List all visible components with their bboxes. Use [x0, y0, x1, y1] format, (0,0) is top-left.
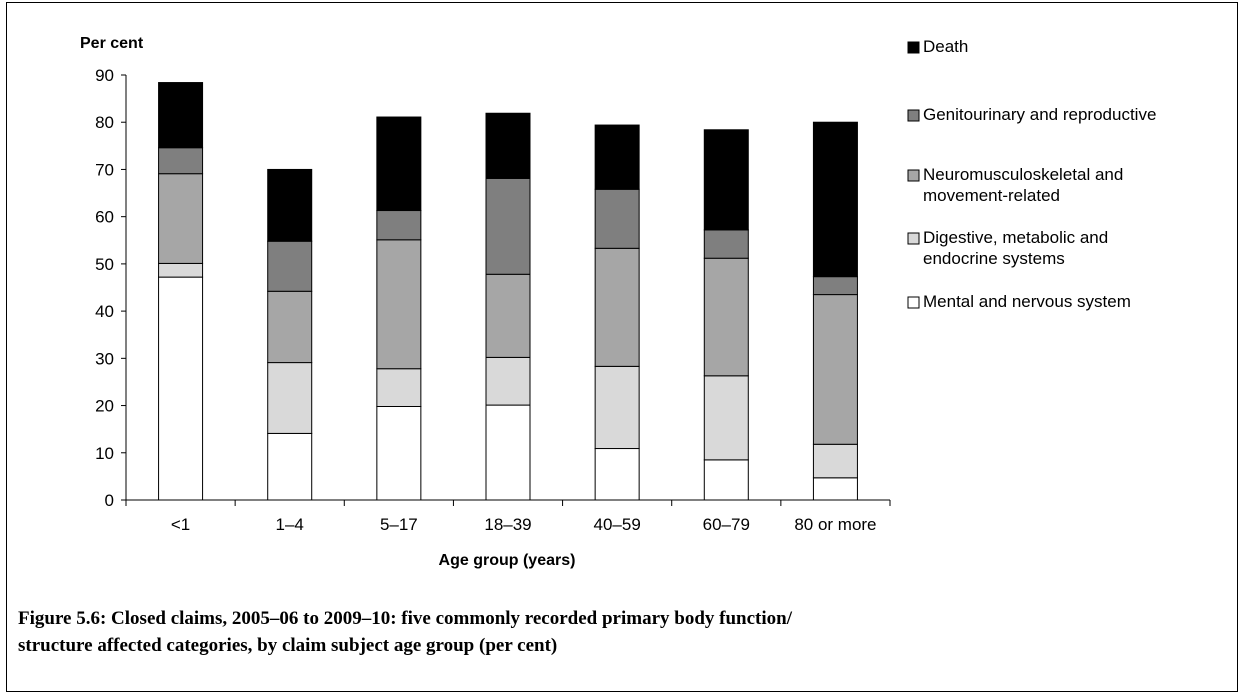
bar-segment — [485, 112, 531, 179]
bar-segment — [594, 188, 640, 249]
bar-segment — [376, 368, 422, 408]
bar-segment — [703, 375, 749, 461]
legend-label: Mental and nervous system — [923, 292, 1131, 311]
y-tick-label: 20 — [95, 397, 114, 416]
figure-caption: Figure 5.6: Closed claims, 2005–06 to 20… — [18, 605, 1168, 659]
bar-segment — [485, 356, 531, 406]
bar-segment — [376, 239, 422, 370]
y-tick-label: 0 — [105, 491, 114, 510]
y-tick-label: 40 — [95, 302, 114, 321]
legend-swatch — [907, 41, 920, 54]
bar-segment — [703, 257, 749, 377]
legend-swatch — [907, 169, 920, 182]
y-tick-label: 80 — [95, 113, 114, 132]
bar-segment — [158, 147, 204, 175]
caption-line-1: Figure 5.6: Closed claims, 2005–06 to 20… — [18, 608, 793, 629]
bar-segment — [485, 273, 531, 358]
bar-segment — [594, 247, 640, 367]
legend-swatch — [907, 109, 920, 122]
bar-segment — [267, 362, 313, 434]
legend-swatch — [907, 232, 920, 245]
bar-segment — [703, 129, 749, 231]
bar-segment — [703, 459, 749, 501]
legend-swatch — [907, 296, 920, 309]
bar-segment — [376, 210, 422, 241]
y-tick-label: 50 — [95, 255, 114, 274]
y-tick-label: 70 — [95, 160, 114, 179]
bar-segment — [376, 116, 422, 212]
x-tick-label: 1–4 — [276, 515, 304, 534]
bar-segment — [812, 276, 858, 296]
y-tick-label: 10 — [95, 444, 114, 463]
bar-segment — [267, 432, 313, 501]
bar-segment — [485, 404, 531, 501]
y-tick-label: 30 — [95, 349, 114, 368]
legend-label: Digestive, metabolic and endocrine system… — [923, 228, 1108, 268]
bar-segment — [267, 240, 313, 292]
x-axis-title: Age group (years) — [439, 552, 576, 569]
x-tick-label: <1 — [171, 515, 190, 534]
bar-segment — [267, 290, 313, 364]
bar-segment — [485, 177, 531, 275]
bar-segment — [158, 276, 204, 501]
y-tick-label: 60 — [95, 208, 114, 227]
y-tick-label: 90 — [95, 66, 114, 85]
bar-segment — [376, 406, 422, 501]
y-axis-title: Per cent — [80, 35, 144, 52]
bar-segment — [594, 448, 640, 501]
legend-label: Death — [923, 37, 968, 56]
x-tick-label: 5–17 — [380, 515, 418, 534]
bar-segment — [158, 82, 204, 149]
bar-segment — [812, 443, 858, 479]
bar-segment — [594, 124, 640, 190]
plot-area: 0 10 20 30 40 50 60 70 80 90 <1 1–4 5–17 18–39 40–59 60… — [95, 66, 891, 534]
bar-segment — [812, 477, 858, 501]
bar-segment — [812, 294, 858, 445]
legend-label: Neuromusculoskeletal and movement-related — [923, 165, 1123, 205]
bar-segment — [158, 262, 204, 278]
legend: Death Genitourinary and reproductive Neuro… — [907, 37, 1156, 311]
x-tick-label: 18–39 — [484, 515, 531, 534]
bar-segment — [703, 229, 749, 259]
x-tick-label: 80 or more — [794, 515, 876, 534]
x-tick-label: 60–79 — [703, 515, 750, 534]
bar-segment — [594, 365, 640, 450]
bar-segment — [812, 121, 858, 278]
legend-label: Genitourinary and reproductive — [923, 105, 1156, 124]
x-tick-label: 40–59 — [594, 515, 641, 534]
caption-line-2: structure affected categories, by claim … — [18, 635, 558, 656]
bar-segment — [267, 168, 313, 242]
bar-segment — [158, 173, 204, 264]
